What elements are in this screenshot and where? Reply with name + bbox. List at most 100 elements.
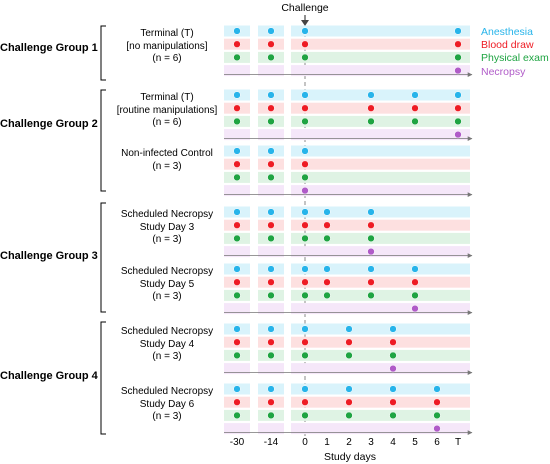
x-axis-title: Study days bbox=[324, 451, 376, 463]
subgroup-label-line: (n = 3) bbox=[152, 351, 182, 362]
anesthesia-dot bbox=[389, 325, 397, 333]
physical-dot bbox=[267, 173, 275, 182]
anesthesia-dot bbox=[233, 27, 241, 35]
physical-dot bbox=[233, 411, 241, 420]
group-label: Challenge Group 4 bbox=[0, 370, 98, 382]
blood-dot bbox=[367, 278, 375, 286]
anesthesia-dot bbox=[301, 325, 309, 333]
physical-dot bbox=[267, 411, 275, 420]
physical-dot bbox=[267, 291, 275, 300]
blood-dot bbox=[233, 104, 241, 112]
physical-band bbox=[291, 232, 470, 244]
blood-dot bbox=[389, 398, 397, 406]
blood-dot bbox=[233, 278, 241, 286]
blood-dot bbox=[233, 160, 241, 168]
necropsy-band bbox=[291, 363, 470, 375]
blood-dot bbox=[301, 104, 309, 112]
subgroup-label: Scheduled Necropsy Study Day 3 (n = 3) bbox=[112, 209, 222, 247]
x-tick-label: -14 bbox=[263, 437, 279, 448]
blood-dot bbox=[233, 338, 241, 346]
physical-dot bbox=[367, 117, 375, 126]
blood-dot bbox=[267, 221, 275, 229]
blood-dot bbox=[367, 221, 375, 229]
x-tick-label: T bbox=[454, 437, 462, 448]
physical-band bbox=[291, 289, 470, 301]
blood-dot bbox=[367, 104, 375, 112]
physical-dot bbox=[301, 351, 309, 360]
physical-dot bbox=[389, 351, 397, 360]
physical-dot bbox=[323, 291, 331, 300]
anesthesia-dot bbox=[367, 91, 375, 99]
subgroup-label-line: Study Day 6 bbox=[139, 398, 195, 410]
physical-dot bbox=[454, 53, 462, 62]
blood-dot bbox=[267, 338, 275, 346]
blood-band bbox=[291, 396, 470, 408]
physical-dot bbox=[301, 53, 309, 62]
necropsy-band bbox=[224, 303, 250, 315]
necropsy-band bbox=[224, 246, 250, 258]
blood-dot bbox=[301, 40, 309, 48]
subgroup-label: Scheduled Necropsy Study Day 6 (n = 3) bbox=[112, 386, 222, 424]
physical-dot bbox=[454, 117, 462, 126]
subgroup-label: Terminal (T) [no manipulations] (n = 6) bbox=[112, 28, 222, 66]
anesthesia-dot bbox=[411, 265, 419, 273]
blood-band bbox=[291, 219, 470, 231]
x-tick-label: 1 bbox=[324, 437, 330, 448]
legend-physical: Physical exam bbox=[481, 52, 549, 65]
blood-dot bbox=[323, 221, 331, 229]
physical-band bbox=[291, 409, 470, 421]
physical-dot bbox=[233, 53, 241, 62]
group-bracket bbox=[100, 25, 106, 81]
necropsy-band bbox=[291, 246, 470, 258]
blood-dot bbox=[267, 104, 275, 112]
subgroup-label-line: Terminal (T) bbox=[140, 92, 194, 103]
anesthesia-dot bbox=[323, 208, 331, 216]
anesthesia-dot bbox=[367, 265, 375, 273]
physical-dot bbox=[411, 117, 419, 126]
x-tick-label: 5 bbox=[412, 437, 418, 448]
group-bracket bbox=[100, 321, 106, 435]
physical-dot bbox=[267, 117, 275, 126]
anesthesia-dot bbox=[267, 27, 275, 35]
anesthesia-dot bbox=[301, 147, 309, 155]
blood-dot bbox=[454, 104, 462, 112]
subgroup-label-line: Study Day 3 bbox=[139, 221, 195, 233]
x-tick-label: 4 bbox=[390, 437, 396, 448]
anesthesia-dot bbox=[454, 27, 462, 35]
necropsy-dot bbox=[433, 424, 441, 433]
anesthesia-dot bbox=[233, 265, 241, 273]
physical-dot bbox=[345, 351, 353, 360]
anesthesia-dot bbox=[301, 27, 309, 35]
subgroup-label: Non-infected Control (n = 3) bbox=[112, 148, 222, 173]
anesthesia-band bbox=[291, 263, 470, 275]
blood-dot bbox=[301, 398, 309, 406]
blood-band bbox=[291, 276, 470, 288]
anesthesia-band bbox=[291, 383, 470, 395]
subgroup-label-line: [no manipulations] bbox=[126, 40, 208, 52]
subgroup-label-line: Terminal (T) bbox=[140, 28, 194, 39]
necropsy-band bbox=[258, 363, 284, 375]
physical-dot bbox=[323, 234, 331, 243]
physical-dot bbox=[267, 234, 275, 243]
blood-dot bbox=[267, 40, 275, 48]
blood-band bbox=[291, 38, 470, 50]
blood-dot bbox=[301, 160, 309, 168]
subgroup-label-line: (n = 3) bbox=[152, 160, 182, 172]
x-tick-label: 6 bbox=[434, 437, 440, 448]
necropsy-dot bbox=[454, 66, 462, 75]
group-label: Challenge Group 3 bbox=[0, 250, 98, 262]
necropsy-band bbox=[291, 303, 470, 315]
physical-dot bbox=[433, 411, 441, 420]
blood-dot bbox=[267, 160, 275, 168]
subgroup-label-line: Non-infected Control bbox=[121, 148, 213, 159]
subgroup-label: Terminal (T) [routine manipulations] (n = … bbox=[112, 92, 222, 130]
anesthesia-dot bbox=[233, 147, 241, 155]
anesthesia-dot bbox=[301, 265, 309, 273]
physical-dot bbox=[267, 53, 275, 62]
anesthesia-dot bbox=[267, 385, 275, 393]
subgroup-label-line: Scheduled Necropsy bbox=[120, 209, 214, 220]
anesthesia-dot bbox=[233, 325, 241, 333]
challenge-arrowhead bbox=[301, 20, 309, 26]
physical-dot bbox=[233, 351, 241, 360]
